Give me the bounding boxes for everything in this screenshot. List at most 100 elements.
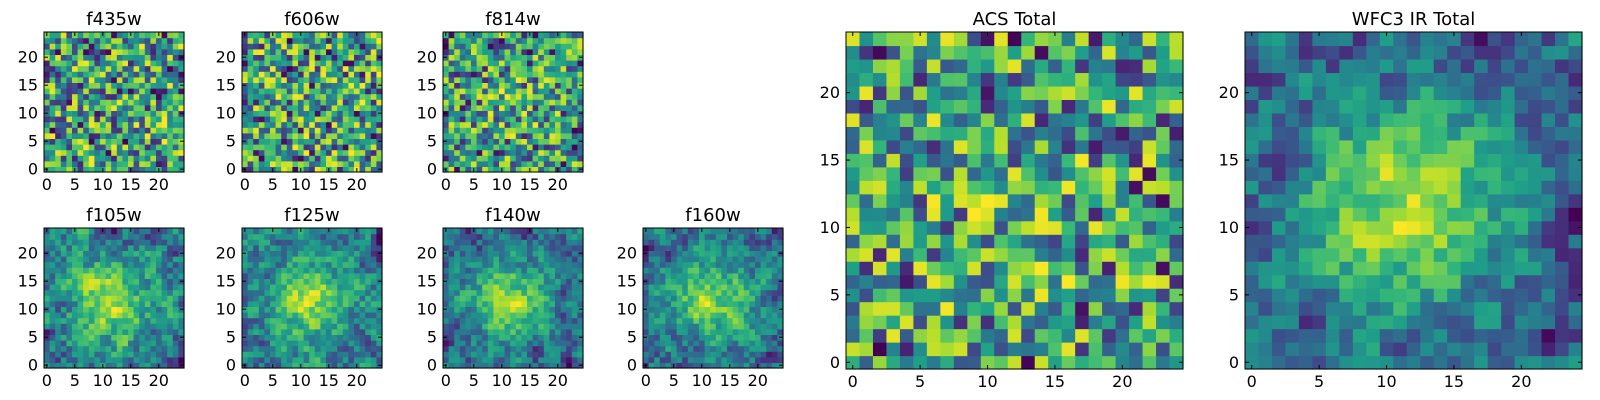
heatmap-cell (242, 71, 249, 78)
heatmap-cell (549, 334, 556, 341)
heatmap-cell (643, 300, 650, 307)
heatmap-cell (105, 88, 112, 95)
heatmap-cell (493, 278, 500, 285)
heatmap-cell (459, 345, 466, 352)
heatmap-cell (247, 32, 254, 39)
heatmap-cell (376, 256, 383, 263)
heatmap-cell (1034, 153, 1049, 168)
heatmap-cell (566, 127, 573, 134)
heatmap-cell (139, 278, 146, 285)
heatmap-cell (144, 82, 151, 89)
heatmap-cell (560, 132, 567, 139)
heatmap-cell (549, 256, 556, 263)
heatmap-cell (49, 289, 56, 296)
heatmap-cell (459, 256, 466, 263)
heatmap-cell (1075, 220, 1090, 235)
heatmap-cell (133, 312, 140, 319)
heatmap-cell (275, 250, 282, 257)
y-tick-label: 15 (216, 76, 236, 95)
heatmap-cell (886, 180, 901, 195)
heatmap-cell (144, 65, 151, 72)
heatmap-cell (331, 334, 338, 341)
heatmap-cell (365, 250, 372, 257)
heatmap-cell (314, 43, 321, 50)
heatmap-cell (94, 345, 101, 352)
heatmap-cell (303, 71, 310, 78)
heatmap-cell (111, 340, 118, 347)
heatmap-cell (167, 239, 174, 246)
heatmap-cell (66, 351, 73, 358)
heatmap-cell (482, 267, 489, 274)
heatmap-cell (365, 127, 372, 134)
heatmap-cell (128, 267, 135, 274)
heatmap-cell (253, 82, 260, 89)
heatmap-cell (687, 345, 694, 352)
heatmap-cell (314, 306, 321, 313)
heatmap-cell (699, 356, 706, 363)
heatmap-cell (139, 312, 146, 319)
heatmap-cell (144, 127, 151, 134)
heatmap-cell (122, 155, 129, 162)
heatmap-cell (940, 207, 955, 222)
heatmap-cell (459, 289, 466, 296)
heatmap-cell (766, 250, 773, 257)
heatmap-cell (443, 71, 450, 78)
heatmap-cell (144, 144, 151, 151)
heatmap-cell (275, 32, 282, 39)
heatmap-cell (111, 88, 118, 95)
heatmap-cell (275, 267, 282, 274)
heatmap-cell (161, 155, 168, 162)
heatmap-cell (370, 116, 377, 123)
heatmap-cell (521, 284, 528, 291)
heatmap-cell (704, 300, 711, 307)
heatmap-cell (60, 149, 67, 156)
heatmap-cell (676, 345, 683, 352)
heatmap-cell (743, 306, 750, 313)
heatmap-cell (172, 110, 179, 117)
heatmap-cell (365, 93, 372, 100)
heatmap-cell (342, 32, 349, 39)
heatmap-cell (693, 233, 700, 240)
heatmap-cell (448, 110, 455, 117)
heatmap-cell (743, 256, 750, 263)
heatmap-cell (72, 93, 79, 100)
heatmap-cell (777, 356, 784, 363)
heatmap-cell (566, 362, 573, 369)
heatmap-cell (348, 54, 355, 61)
heatmap-cell (527, 323, 534, 330)
heatmap-cell (493, 239, 500, 246)
heatmap-cell (654, 228, 661, 235)
heatmap-cell (133, 351, 140, 358)
heatmap-cell (354, 345, 361, 352)
heatmap-cell (886, 247, 901, 262)
heatmap-cell (309, 82, 316, 89)
heatmap-cell (122, 48, 129, 55)
heatmap-cell (49, 328, 56, 335)
heatmap-cell (242, 160, 249, 167)
heatmap-cell (532, 261, 539, 268)
heatmap-cell (337, 356, 344, 363)
heatmap-cell (258, 32, 265, 39)
heatmap-cell (172, 250, 179, 257)
heatmap-cell (270, 267, 277, 274)
heatmap-cell (510, 116, 517, 123)
heatmap-cell (732, 356, 739, 363)
heatmap-cell (172, 43, 179, 50)
heatmap-cell (326, 300, 333, 307)
heatmap-cell (370, 356, 377, 363)
heatmap-cell (342, 60, 349, 67)
heatmap-cell (1021, 355, 1036, 370)
heatmap-cell (83, 340, 90, 347)
heatmap-cell (465, 256, 472, 263)
heatmap-cell (144, 93, 151, 100)
heatmap-cell (482, 93, 489, 100)
heatmap-cell (150, 132, 157, 139)
heatmap-cell (571, 166, 578, 173)
heatmap-cell (286, 144, 293, 151)
heatmap-cell (286, 233, 293, 240)
heatmap-cell (454, 306, 461, 313)
heatmap-cell (247, 99, 254, 106)
heatmap-cell (532, 155, 539, 162)
heatmap-cell (482, 228, 489, 235)
x-tick-label: 20 (748, 371, 768, 390)
